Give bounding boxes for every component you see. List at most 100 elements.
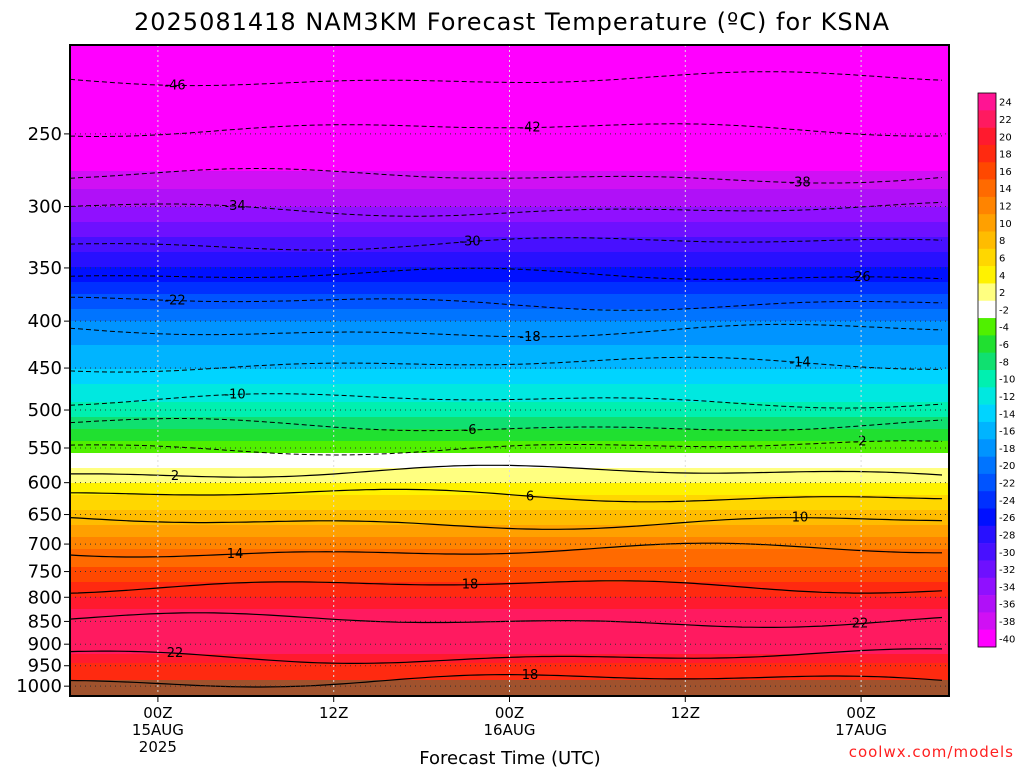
temp-band (70, 192, 949, 196)
y-tick-label: 450 (28, 358, 62, 379)
temp-band (70, 462, 949, 466)
temp-band (70, 312, 949, 316)
temp-band (70, 81, 949, 85)
colorbar-label: -32 (999, 565, 1015, 576)
contour-label: 22 (167, 646, 184, 661)
colorbar-swatch (978, 612, 996, 630)
colorbar-swatch (978, 127, 996, 146)
contour-label: -2 (854, 435, 867, 450)
temp-band (70, 261, 949, 265)
contour-label: -6 (464, 423, 477, 438)
x-tick-label: 15AUG (132, 721, 184, 739)
colorbar-swatch (978, 456, 996, 475)
temp-band (70, 393, 949, 397)
colorbar-swatch (978, 577, 996, 596)
temp-band (70, 648, 949, 652)
y-tick-label: 500 (28, 400, 62, 421)
temp-band (70, 63, 949, 67)
temp-band (70, 183, 949, 187)
temp-band (70, 522, 949, 526)
contour-line (70, 267, 943, 280)
colorbar-swatch (978, 525, 996, 544)
contour-line (70, 323, 943, 338)
colorbar-swatch (978, 352, 996, 371)
temp-band (70, 372, 949, 376)
x-tick-label: 12Z (671, 704, 700, 722)
y-tick-label: 750 (28, 562, 62, 583)
temp-band (70, 546, 949, 550)
temp-band (70, 663, 949, 667)
colorbar-label: 2 (999, 288, 1005, 299)
temp-band (70, 456, 949, 460)
colorbar-label: -24 (999, 496, 1015, 507)
colorbar-swatch (978, 231, 996, 250)
temp-band (70, 468, 949, 472)
colorbar-label: -6 (999, 340, 1009, 351)
contour-line (70, 393, 943, 409)
temp-band (70, 318, 949, 322)
temp-band (70, 471, 949, 475)
temp-band (70, 558, 949, 562)
temp-band (70, 387, 949, 391)
colorbar-swatch (978, 560, 996, 579)
temp-band (70, 57, 949, 61)
temp-band (70, 543, 949, 547)
contour-line (70, 580, 943, 594)
y-tick-label: 600 (28, 473, 62, 494)
temp-band (70, 93, 949, 97)
colorbar-label: -34 (999, 582, 1015, 593)
colorbar-swatch (978, 508, 996, 527)
temp-band (70, 657, 949, 661)
colorbar-label: -30 (999, 548, 1015, 559)
temp-band (70, 297, 949, 301)
colorbar-swatch (978, 629, 996, 648)
x-tick-label: 00Z (495, 704, 524, 722)
colorbar-swatch (978, 110, 996, 128)
contour-label: 6 (526, 489, 534, 504)
contour-line (70, 542, 942, 558)
temp-band (70, 333, 949, 337)
temp-band (70, 207, 949, 211)
colorbar-label: -22 (999, 479, 1015, 490)
colorbar-label: -8 (999, 357, 1009, 368)
contour-label: 22 (852, 617, 869, 632)
colorbar-label: -20 (999, 461, 1015, 472)
contour-line (70, 464, 943, 478)
colorbar-label: 14 (999, 184, 1012, 195)
colorbar-swatch (978, 283, 996, 302)
temp-band (70, 528, 949, 532)
temp-band (70, 276, 949, 280)
temp-band (70, 447, 949, 451)
colorbar: 24 22 20 18 16 14 12 10 8 6 4 2 -2 -4 -6 -8 -10 -12 -14 -16… (977, 92, 1015, 648)
temp-band (70, 78, 949, 82)
colorbar-label: -40 (999, 634, 1015, 645)
temp-band (70, 108, 949, 112)
contour-line (70, 123, 943, 137)
colorbar-label: 4 (999, 271, 1005, 282)
temp-band (70, 258, 949, 262)
colorbar-label: 10 (999, 219, 1012, 230)
colorbar-label: -16 (999, 427, 1015, 438)
temp-band (70, 216, 949, 220)
x-tick-label: 16AUG (484, 721, 536, 739)
temp-band (70, 351, 949, 355)
temp-band (70, 288, 949, 292)
temp-band (70, 573, 949, 577)
colorbar-swatch (978, 144, 996, 163)
temp-band (70, 501, 949, 505)
temp-band (70, 561, 949, 565)
contour-label: 18 (522, 668, 539, 683)
colorbar-swatch (978, 196, 996, 215)
watermark: coolwx.com/models (849, 743, 1014, 761)
temp-band (70, 492, 949, 496)
y-tick-label: 900 (28, 634, 62, 655)
temp-band (70, 126, 949, 130)
y-axis: 2503003504004505005506006507007508008509… (16, 124, 70, 697)
x-tick-label: 12Z (319, 704, 348, 722)
colorbar-swatch (978, 370, 996, 388)
x-tick-label: 2025 (139, 738, 177, 756)
chart-title: 2025081418 NAM3KM Forecast Temperature (… (134, 8, 890, 36)
y-tick-label: 400 (28, 311, 62, 332)
